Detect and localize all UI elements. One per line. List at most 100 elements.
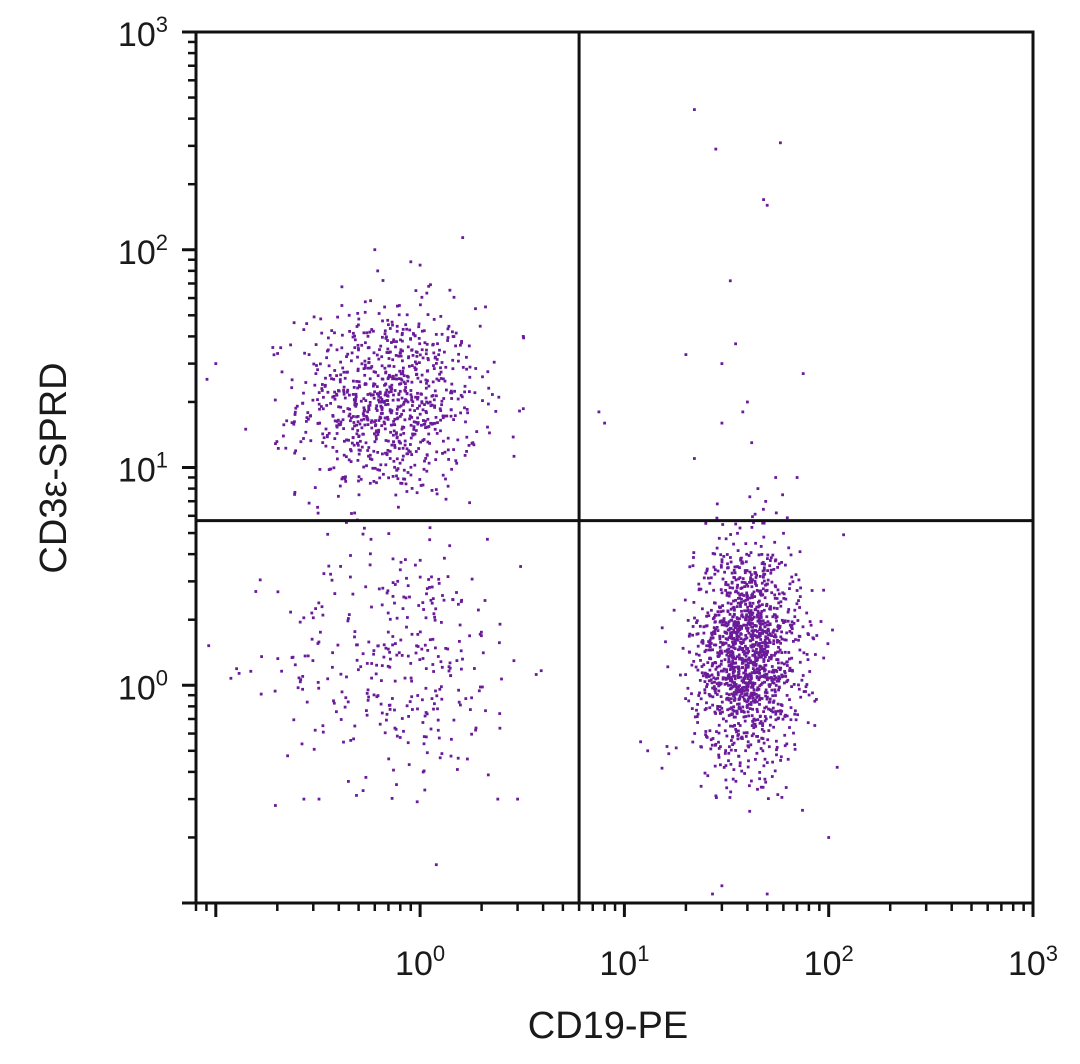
data-point xyxy=(730,692,734,696)
data-point xyxy=(765,761,769,764)
data-point xyxy=(780,630,783,634)
data-point xyxy=(731,685,735,688)
data-point xyxy=(404,323,408,327)
data-point xyxy=(762,579,766,583)
data-point xyxy=(382,643,386,647)
data-point xyxy=(316,505,319,509)
data-point xyxy=(327,564,331,568)
data-point xyxy=(357,452,361,456)
data-point xyxy=(386,630,390,634)
data-point xyxy=(710,743,714,747)
data-point xyxy=(720,650,723,654)
data-point xyxy=(755,688,759,692)
data-point xyxy=(739,640,742,644)
data-point xyxy=(716,651,720,655)
data-point xyxy=(407,356,410,360)
data-point xyxy=(335,374,338,377)
data-point xyxy=(363,359,367,363)
data-point xyxy=(429,727,433,731)
data-point xyxy=(732,636,735,640)
data-point xyxy=(393,583,397,586)
data-point xyxy=(744,598,748,602)
data-point xyxy=(762,507,765,511)
data-point xyxy=(735,730,738,734)
data-point xyxy=(785,694,789,697)
data-point xyxy=(773,593,777,597)
data-point xyxy=(788,582,792,586)
data-point xyxy=(391,374,395,378)
data-point xyxy=(774,712,778,716)
data-point xyxy=(745,623,749,627)
data-point xyxy=(697,694,701,697)
data-point xyxy=(365,692,369,695)
data-point xyxy=(436,655,440,658)
data-point xyxy=(792,683,796,686)
data-point xyxy=(770,688,774,692)
data-point xyxy=(700,665,704,668)
data-point xyxy=(375,353,379,357)
data-point xyxy=(734,728,738,731)
data-point xyxy=(468,390,471,393)
data-point xyxy=(759,616,763,619)
data-point xyxy=(740,648,744,651)
data-point xyxy=(378,722,382,726)
data-point xyxy=(393,423,397,427)
data-point xyxy=(741,666,744,669)
data-point xyxy=(452,295,456,299)
data-point xyxy=(411,400,415,404)
data-point xyxy=(292,718,296,722)
data-point xyxy=(753,655,757,659)
data-point xyxy=(366,423,370,426)
data-point xyxy=(721,710,724,714)
data-point xyxy=(408,364,411,368)
y-axis-ticks xyxy=(182,30,196,905)
data-point xyxy=(458,623,462,627)
data-point xyxy=(498,712,502,715)
data-point xyxy=(773,674,776,678)
data-point xyxy=(381,586,385,590)
data-point xyxy=(746,765,750,769)
data-point xyxy=(781,717,785,721)
data-point xyxy=(324,444,328,448)
data-point xyxy=(379,344,383,348)
data-point xyxy=(822,588,825,592)
data-point xyxy=(691,564,695,568)
data-point xyxy=(732,641,735,644)
data-point xyxy=(753,669,756,672)
data-point xyxy=(441,414,445,418)
data-point xyxy=(343,376,347,380)
data-point xyxy=(323,385,327,388)
data-point xyxy=(426,417,430,421)
data-point xyxy=(768,623,772,626)
data-point xyxy=(774,651,777,655)
data-point xyxy=(765,676,769,680)
data-point xyxy=(704,522,708,525)
data-point xyxy=(432,318,436,321)
data-point xyxy=(317,797,321,801)
data-point xyxy=(753,579,757,583)
data-point xyxy=(345,390,349,394)
data-point xyxy=(332,699,335,703)
data-point xyxy=(372,693,376,697)
data-point xyxy=(696,721,699,724)
data-point xyxy=(276,352,279,355)
data-point xyxy=(409,389,413,392)
data-point xyxy=(350,512,353,515)
data-point xyxy=(775,748,778,752)
data-point xyxy=(446,448,450,452)
data-point xyxy=(724,676,728,680)
data-point xyxy=(393,377,397,381)
data-point xyxy=(392,768,395,772)
data-point xyxy=(736,627,739,631)
data-point xyxy=(415,373,418,376)
data-point xyxy=(766,645,770,648)
data-point xyxy=(359,477,363,481)
data-point xyxy=(391,398,395,402)
data-point xyxy=(735,605,739,608)
data-point xyxy=(368,453,372,457)
data-point xyxy=(715,665,719,669)
data-point xyxy=(339,672,343,676)
data-point xyxy=(700,745,703,749)
data-point xyxy=(303,351,306,355)
